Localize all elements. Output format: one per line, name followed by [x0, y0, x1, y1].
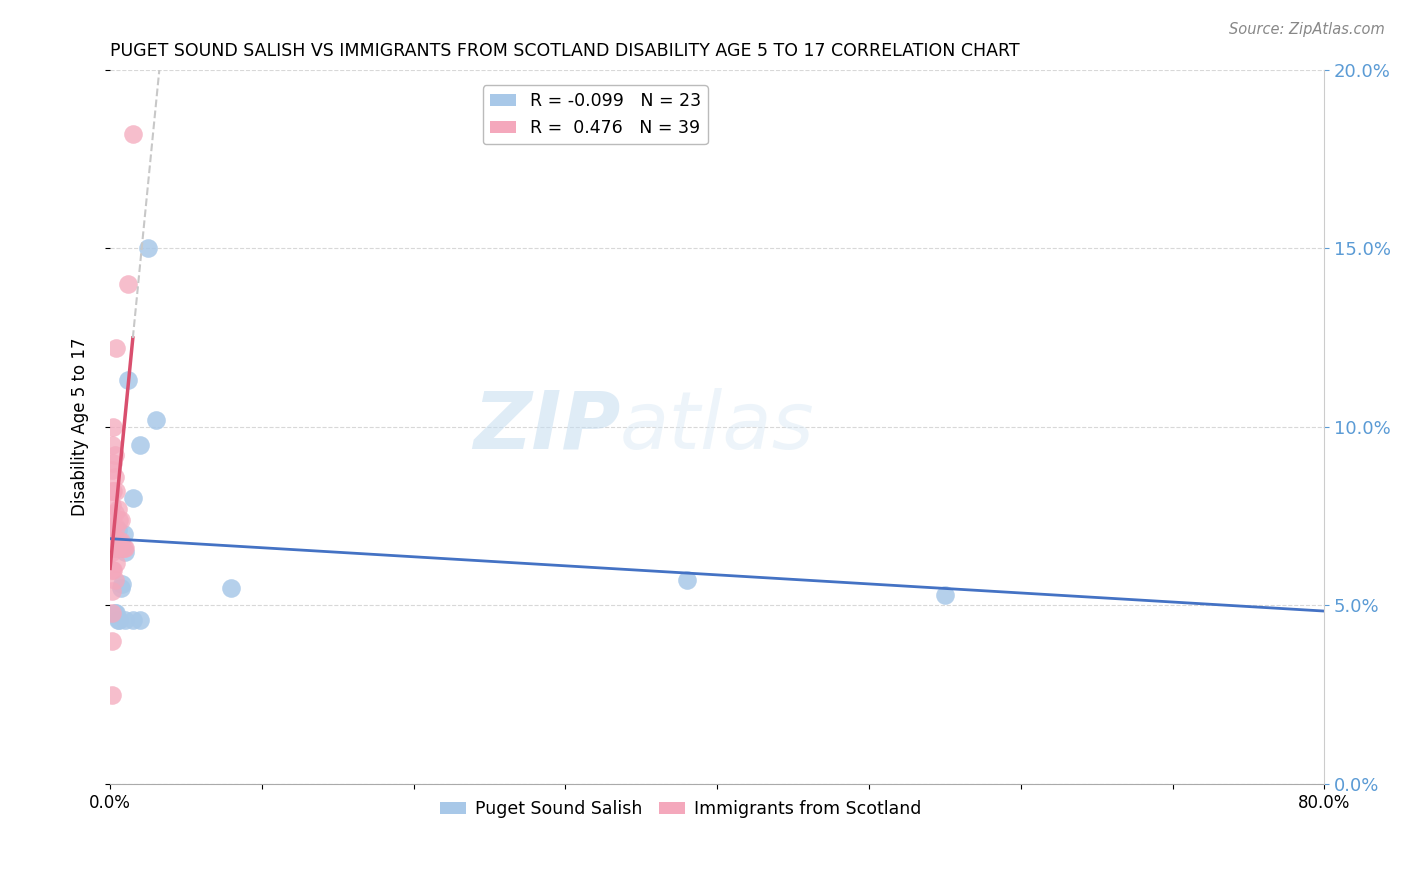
Point	[105, 484, 128, 499]
Point	[108, 541, 131, 556]
Point	[105, 541, 128, 556]
Point	[100, 563, 122, 577]
Point	[100, 499, 122, 513]
Point	[107, 502, 129, 516]
Point	[108, 513, 131, 527]
Point	[129, 613, 152, 627]
Point	[100, 584, 122, 599]
Point	[108, 534, 131, 549]
Point	[104, 470, 127, 484]
Point	[100, 534, 122, 549]
Text: PUGET SOUND SALISH VS IMMIGRANTS FROM SCOTLAND DISABILITY AGE 5 TO 17 CORRELATIO: PUGET SOUND SALISH VS IMMIGRANTS FROM SC…	[110, 42, 1019, 60]
Point	[136, 241, 159, 255]
Point	[104, 574, 127, 588]
Point	[100, 634, 122, 648]
Point	[100, 545, 122, 559]
Point	[105, 341, 128, 355]
Point	[100, 438, 122, 452]
Point	[101, 520, 124, 534]
Legend: Puget Sound Salish, Immigrants from Scotland: Puget Sound Salish, Immigrants from Scot…	[433, 794, 928, 825]
Point	[934, 588, 956, 602]
Point	[117, 373, 139, 387]
Point	[100, 509, 122, 524]
Point	[112, 527, 135, 541]
Point	[100, 484, 122, 499]
Point	[107, 538, 129, 552]
Point	[114, 541, 136, 556]
Point	[100, 463, 122, 477]
Point	[107, 613, 129, 627]
Point	[145, 413, 167, 427]
Point	[101, 563, 124, 577]
Point	[121, 613, 143, 627]
Point	[110, 534, 132, 549]
Point	[105, 556, 128, 570]
Point	[121, 127, 143, 141]
Point	[107, 524, 129, 538]
Point	[104, 541, 127, 556]
Point	[111, 577, 134, 591]
Point	[101, 456, 124, 470]
Point	[104, 449, 127, 463]
Point	[129, 438, 152, 452]
Point	[105, 606, 128, 620]
Point	[101, 541, 124, 556]
Point	[105, 520, 128, 534]
Text: atlas: atlas	[620, 388, 815, 466]
Text: Source: ZipAtlas.com: Source: ZipAtlas.com	[1229, 22, 1385, 37]
Y-axis label: Disability Age 5 to 17: Disability Age 5 to 17	[72, 337, 89, 516]
Point	[104, 531, 127, 545]
Point	[114, 545, 136, 559]
Point	[675, 574, 697, 588]
Text: ZIP: ZIP	[472, 388, 620, 466]
Point	[101, 484, 124, 499]
Point	[104, 606, 127, 620]
Point	[100, 520, 122, 534]
Point	[104, 506, 127, 520]
Point	[112, 541, 135, 556]
Point	[110, 581, 132, 595]
Point	[111, 541, 134, 556]
Point	[100, 606, 122, 620]
Point	[114, 613, 136, 627]
Point	[101, 420, 124, 434]
Point	[108, 613, 131, 627]
Point	[221, 581, 243, 595]
Point	[110, 513, 132, 527]
Point	[100, 688, 122, 702]
Point	[117, 277, 139, 291]
Point	[121, 491, 143, 506]
